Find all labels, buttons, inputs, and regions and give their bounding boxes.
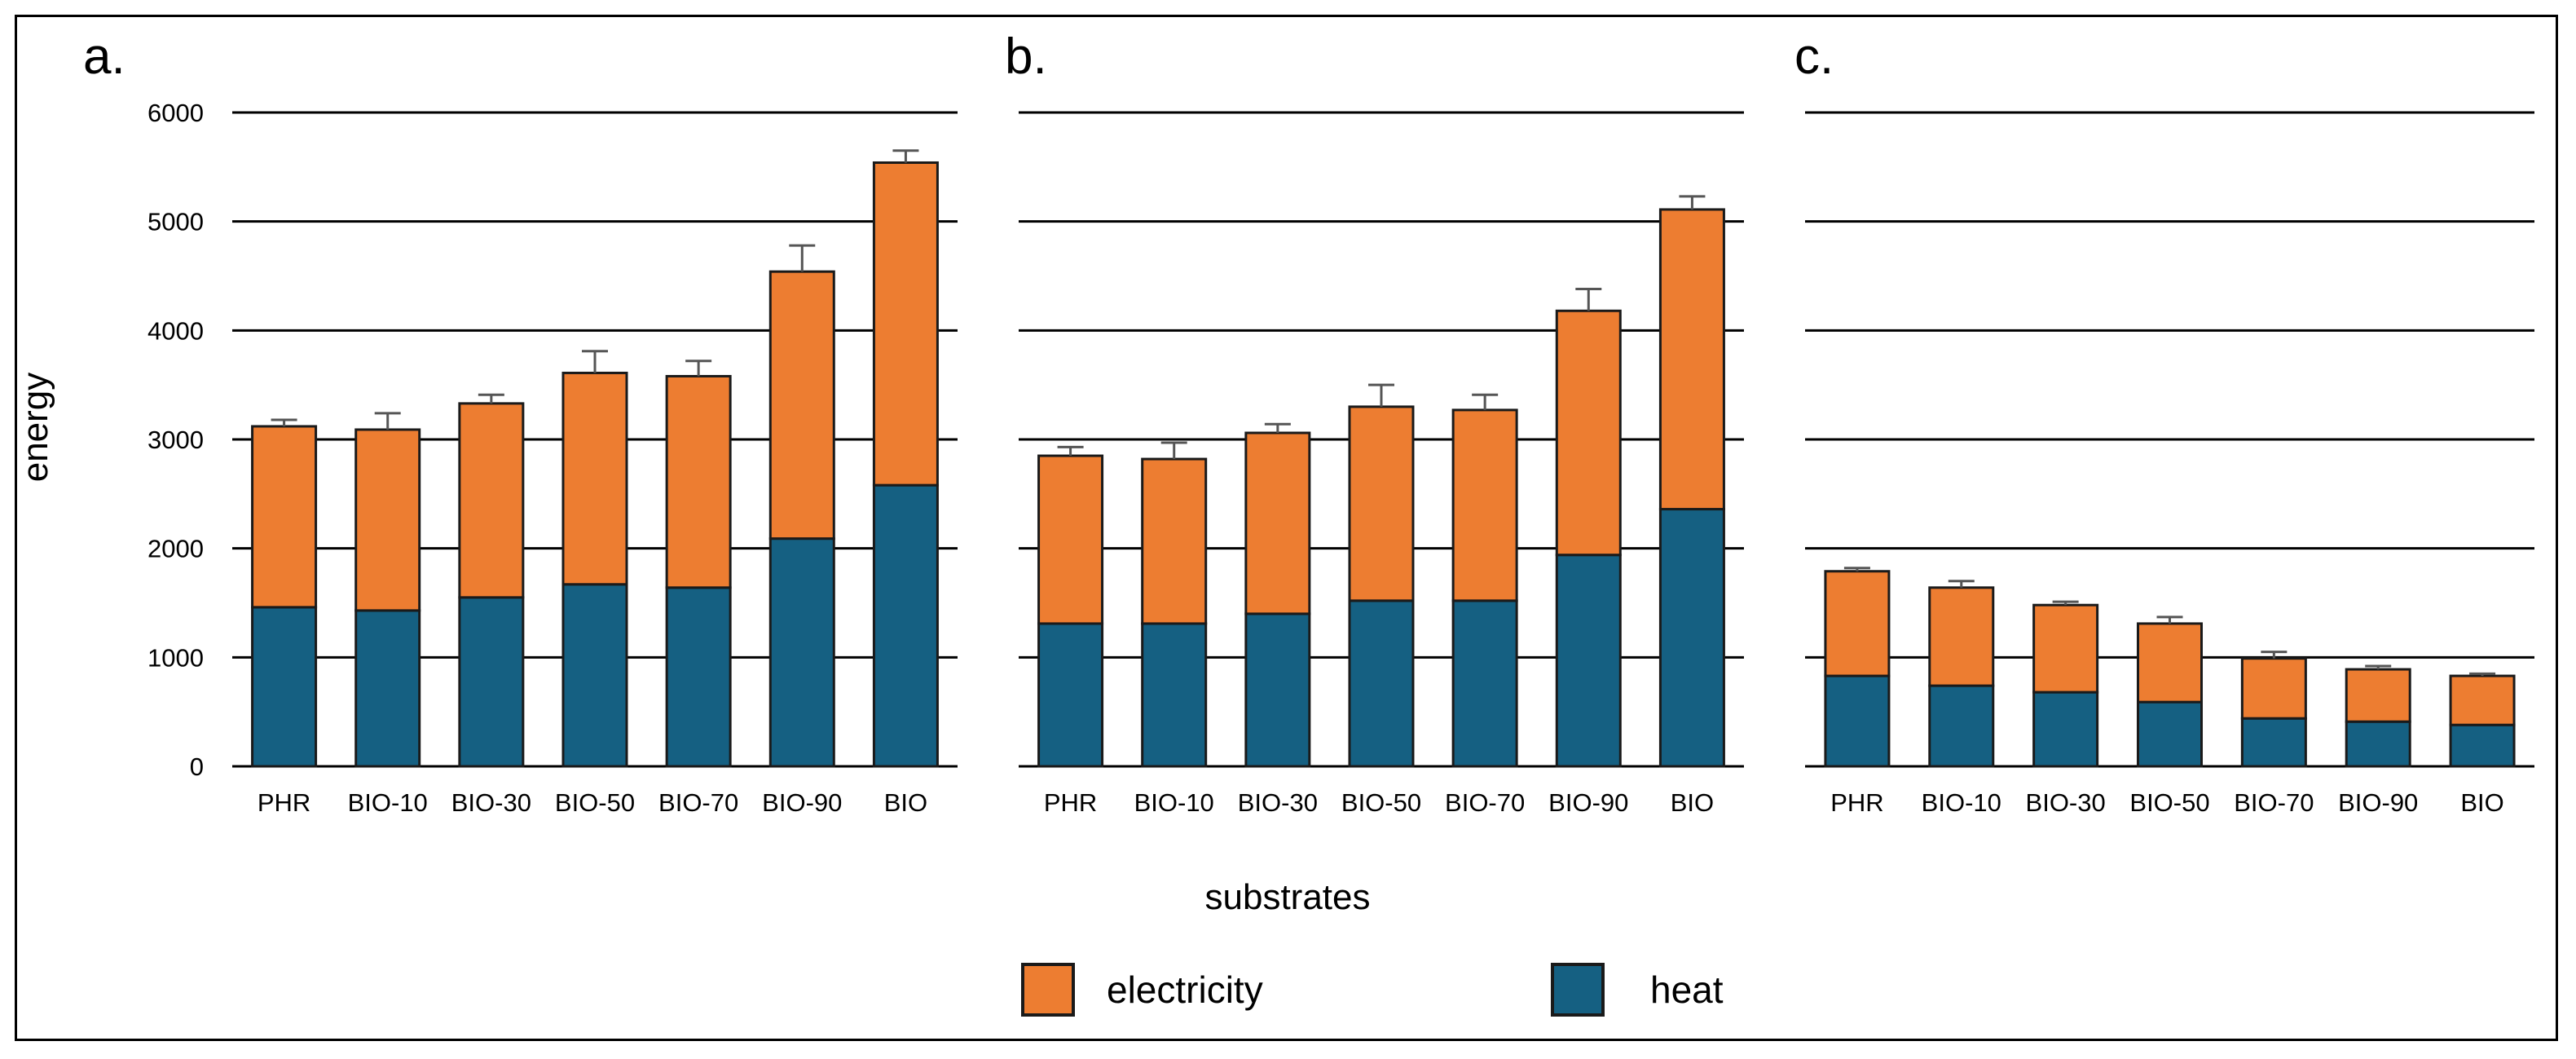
y-tick-label: 5000 xyxy=(148,208,204,236)
x-tick-label: BIO-90 xyxy=(1548,788,1628,817)
bar-electricity xyxy=(2345,668,2411,723)
bar-electricity xyxy=(1824,570,1891,677)
bar-heat xyxy=(1555,554,1622,768)
bar-electricity xyxy=(1037,454,1104,625)
x-tick-label: PHR xyxy=(258,788,310,817)
bar-electricity xyxy=(872,161,939,487)
bar-electricity xyxy=(1141,457,1208,625)
bar-electricity xyxy=(1658,208,1725,511)
bar-heat xyxy=(1824,674,1891,768)
panel-3 xyxy=(1824,567,2516,768)
panel-letter: c. xyxy=(1794,29,1834,85)
y-tick-label: 2000 xyxy=(148,535,204,563)
x-tick-label: BIO-10 xyxy=(1922,788,2001,817)
bar-electricity xyxy=(1555,309,1622,557)
bar-electricity xyxy=(2240,657,2307,720)
legend: electricity heat xyxy=(1021,963,1724,1017)
bar-electricity xyxy=(1244,431,1311,616)
x-tick-label: BIO-50 xyxy=(555,788,635,817)
bar-heat xyxy=(768,537,835,768)
x-tick-label: BIO-70 xyxy=(658,788,738,817)
x-tick-label: BIO-90 xyxy=(2338,788,2418,817)
x-tick-label: BIO-70 xyxy=(1445,788,1525,817)
bar-electricity xyxy=(2449,674,2516,726)
bar-heat xyxy=(872,483,939,768)
x-tick-label: BIO-30 xyxy=(1238,788,1318,817)
bar-electricity xyxy=(1451,408,1518,602)
bar-electricity xyxy=(1928,586,1995,687)
bar-heat xyxy=(2032,691,2099,768)
x-tick-label: BIO-70 xyxy=(2234,788,2314,817)
bar-heat xyxy=(665,586,732,768)
y-tick-label: 3000 xyxy=(148,426,204,454)
panel-1 xyxy=(251,149,939,768)
x-tick-label: BIO-10 xyxy=(1134,788,1214,817)
x-tick-label: BIO-30 xyxy=(451,788,531,817)
x-tick-label: PHR xyxy=(1830,788,1883,817)
x-axis-title: substrates xyxy=(1205,877,1371,917)
bar-electricity xyxy=(2137,622,2203,704)
bar-electricity xyxy=(768,270,835,541)
grid-layer xyxy=(232,111,2534,768)
bar-heat xyxy=(1037,622,1104,768)
bar-heat xyxy=(458,596,525,768)
bar-heat xyxy=(1928,684,1995,768)
x-tick-label: BIO xyxy=(1671,788,1714,817)
bar-heat xyxy=(1244,612,1311,768)
x-tick-label: BIO-50 xyxy=(2129,788,2209,817)
panel-letter: b. xyxy=(1005,29,1047,85)
bar-electricity xyxy=(251,425,318,609)
x-tick-label: BIO-10 xyxy=(348,788,428,817)
bar-heat xyxy=(2137,700,2203,768)
bar-heat xyxy=(2240,717,2307,768)
bar-electricity xyxy=(2032,603,2099,694)
y-tick-label: 4000 xyxy=(148,316,204,345)
bar-electricity xyxy=(458,402,525,599)
bar-electricity xyxy=(354,428,421,612)
legend-label-electricity: electricity xyxy=(1107,969,1263,1011)
bar-electricity xyxy=(561,371,628,586)
bar-electricity xyxy=(1348,405,1415,602)
bar-heat xyxy=(1451,599,1518,768)
figure-frame xyxy=(15,15,2558,1041)
bar-heat xyxy=(1141,622,1208,768)
x-tick-label: PHR xyxy=(1044,788,1097,817)
bar-layer xyxy=(251,149,2516,768)
y-axis-title: energy xyxy=(15,373,55,483)
y-tick-label: 6000 xyxy=(148,99,204,127)
bar-electricity xyxy=(665,374,732,589)
bar-heat xyxy=(1348,599,1415,768)
y-tick-label: 1000 xyxy=(148,643,204,672)
x-tick-label: BIO xyxy=(2460,788,2503,817)
bar-heat xyxy=(1658,508,1725,768)
x-tick-label: BIO xyxy=(884,788,927,817)
legend-label-heat: heat xyxy=(1650,969,1724,1011)
legend-swatch-heat xyxy=(1551,963,1605,1017)
x-tick-label: BIO-50 xyxy=(1341,788,1421,817)
bar-heat xyxy=(2345,720,2411,768)
panel-2 xyxy=(1037,195,1725,768)
bar-heat xyxy=(561,583,628,768)
panel-letter: a. xyxy=(83,29,125,85)
bar-heat xyxy=(2449,723,2516,768)
y-tick-label: 0 xyxy=(190,752,204,781)
bar-heat xyxy=(251,606,318,768)
label-layer: a. 0 1000 2000 3000 4000 5000 6000 PHR BIO-10 BIO-… xyxy=(83,29,2504,817)
legend-swatch-electricity xyxy=(1021,963,1075,1017)
x-tick-label: BIO-30 xyxy=(2026,788,2106,817)
bar-heat xyxy=(354,609,421,768)
x-tick-label: BIO-90 xyxy=(762,788,842,817)
